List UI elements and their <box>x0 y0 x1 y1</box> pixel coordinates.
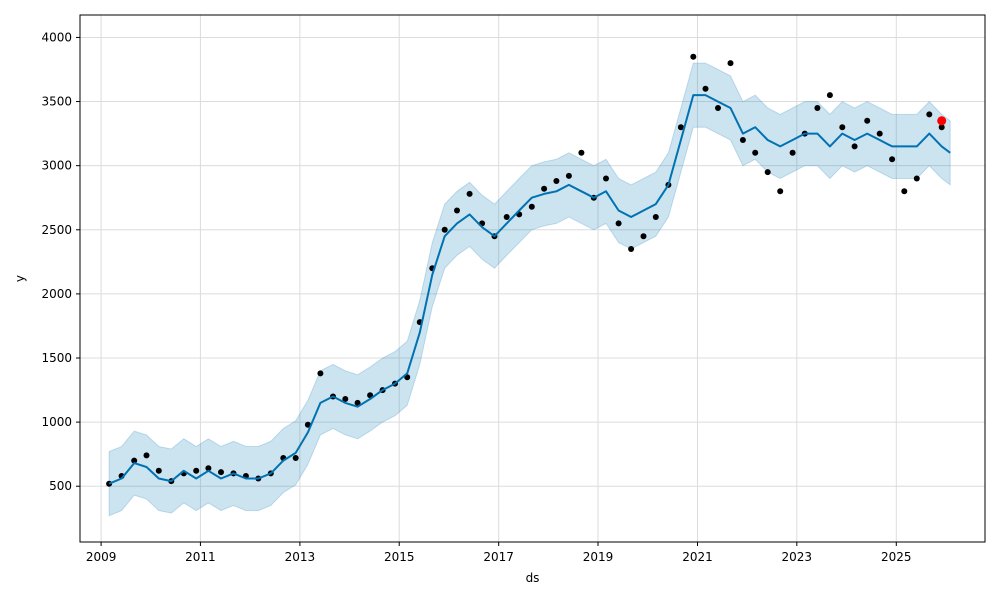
x-tick-label: 2009 <box>86 550 117 564</box>
observed-point <box>876 130 883 137</box>
observed-point <box>764 169 771 176</box>
observed-point <box>354 399 361 406</box>
observed-point <box>541 185 548 192</box>
observed-point <box>652 214 659 220</box>
observed-point <box>466 190 473 197</box>
observed-point <box>205 465 212 472</box>
x-tick-label: 2025 <box>881 550 912 564</box>
observed-point <box>131 457 138 464</box>
x-tick-label: 2021 <box>682 550 713 564</box>
x-tick-label: 2011 <box>185 550 216 564</box>
observed-point <box>155 467 162 474</box>
observed-point <box>690 53 697 60</box>
observed-point <box>578 149 585 156</box>
observed-point <box>454 207 460 214</box>
x-tick-label: 2019 <box>583 550 614 564</box>
observed-point <box>218 469 224 476</box>
forecast-line <box>108 94 951 485</box>
x-axis-ticks: 2009 2011 2013 2015 2017 2019 2021 2023 2025 <box>86 542 912 564</box>
uncertainty-band-area <box>108 62 951 517</box>
observed-point <box>702 85 709 92</box>
observed-point <box>553 178 560 184</box>
observed-point <box>193 467 200 474</box>
observed-point <box>615 220 622 227</box>
plot-frame <box>79 14 986 543</box>
observed-point <box>777 188 784 195</box>
y-axis-title: y <box>13 275 27 282</box>
y-tick-label: 500 <box>49 479 72 493</box>
observed-point <box>826 92 833 99</box>
observed-point <box>913 175 920 182</box>
x-axis-title: ds <box>526 571 540 585</box>
latest-point <box>937 116 947 126</box>
observed-point <box>926 111 933 118</box>
observed-point <box>628 246 635 252</box>
observed-point <box>727 60 734 67</box>
observed-point <box>752 149 759 156</box>
observed-point <box>851 143 858 150</box>
observed-point <box>503 214 510 220</box>
y-tick-label: 2500 <box>41 223 72 237</box>
observed-point <box>889 156 896 163</box>
y-tick-label: 1000 <box>41 415 72 429</box>
y-tick-label: 3500 <box>41 95 72 109</box>
forecast-line-group <box>108 94 951 485</box>
observed-point <box>317 370 324 377</box>
observed-point <box>938 124 945 131</box>
observed-point <box>143 452 150 459</box>
y-tick-label: 2000 <box>41 287 72 301</box>
x-tick-label: 2015 <box>384 550 415 564</box>
observed-point <box>367 392 374 399</box>
x-tick-label: 2013 <box>285 550 316 564</box>
observed-point <box>292 455 299 461</box>
y-tick-label: 3000 <box>41 159 72 173</box>
observed-point <box>565 172 572 179</box>
x-tick-label: 2017 <box>483 550 514 564</box>
y-tick-label: 1500 <box>41 351 72 365</box>
observed-point <box>528 203 535 210</box>
x-tick-label: 2023 <box>782 550 813 564</box>
observed-point <box>640 233 647 240</box>
observed-point <box>839 124 846 131</box>
observed-point <box>864 117 871 124</box>
observed-point <box>304 421 311 428</box>
latest-point-group <box>937 116 947 126</box>
observed-point <box>814 105 821 111</box>
y-axis-ticks: 500 1000 1500 2000 2500 3000 3500 4000 <box>41 30 80 493</box>
observed-point <box>789 149 796 156</box>
observed-point <box>603 175 609 182</box>
observed-point <box>901 188 908 195</box>
observed-point <box>739 137 746 143</box>
observed-point <box>677 124 684 131</box>
observed-point <box>715 105 721 111</box>
uncertainty-band <box>108 62 951 517</box>
grid <box>80 15 985 542</box>
observed-point <box>441 226 448 233</box>
observed-point <box>342 396 349 402</box>
y-tick-label: 4000 <box>41 30 72 44</box>
